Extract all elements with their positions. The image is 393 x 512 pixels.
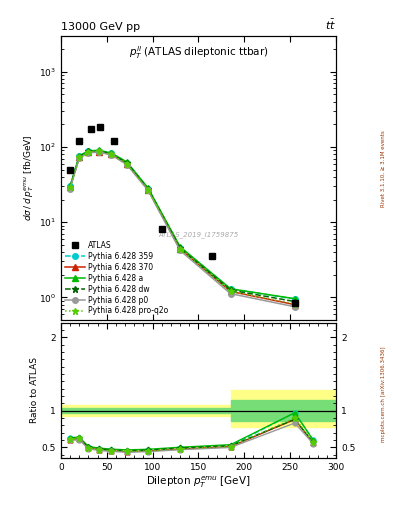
Pythia 6.428 p0 [146, 187, 151, 194]
Pythia 6.428 p0 [292, 304, 297, 310]
Pythia 6.428 a [77, 153, 82, 159]
Pythia 6.428 pro-q2o [228, 288, 233, 294]
Pythia 6.428 370 [109, 151, 114, 157]
Text: 13000 GeV pp: 13000 GeV pp [61, 22, 140, 32]
Line: Pythia 6.428 370: Pythia 6.428 370 [67, 149, 298, 307]
ATLAS [210, 253, 215, 260]
Text: $t\bar{t}$: $t\bar{t}$ [325, 17, 336, 32]
Pythia 6.428 dw [125, 160, 129, 166]
Pythia 6.428 359 [97, 148, 102, 154]
Line: ATLAS: ATLAS [66, 123, 298, 306]
Line: Pythia 6.428 359: Pythia 6.428 359 [67, 148, 298, 302]
Pythia 6.428 a [97, 147, 102, 154]
Pythia 6.428 a [68, 183, 72, 189]
Pythia 6.428 dw [77, 154, 82, 160]
Line: Pythia 6.428 pro-q2o: Pythia 6.428 pro-q2o [66, 148, 298, 307]
Pythia 6.428 dw [146, 186, 151, 192]
Line: Pythia 6.428 dw: Pythia 6.428 dw [66, 147, 298, 305]
Pythia 6.428 dw [86, 148, 91, 155]
Pythia 6.428 pro-q2o [109, 151, 114, 157]
Pythia 6.428 a [292, 295, 297, 302]
Text: ATLAS_2019_I1759875: ATLAS_2019_I1759875 [158, 231, 239, 238]
Line: Pythia 6.428 a: Pythia 6.428 a [67, 147, 298, 302]
Pythia 6.428 359 [146, 185, 151, 191]
Pythia 6.428 dw [292, 298, 297, 305]
ATLAS [292, 300, 297, 306]
Pythia 6.428 pro-q2o [77, 154, 82, 160]
Pythia 6.428 a [86, 147, 91, 154]
Pythia 6.428 359 [228, 286, 233, 292]
Pythia 6.428 p0 [228, 291, 233, 297]
Pythia 6.428 p0 [109, 152, 114, 158]
Pythia 6.428 370 [68, 184, 72, 190]
Pythia 6.428 pro-q2o [86, 149, 91, 155]
Text: mcplots.cern.ch [arXiv:1306.3436]: mcplots.cern.ch [arXiv:1306.3436] [381, 347, 386, 442]
Pythia 6.428 pro-q2o [146, 187, 151, 193]
Pythia 6.428 pro-q2o [97, 148, 102, 155]
Pythia 6.428 p0 [178, 247, 182, 253]
Pythia 6.428 p0 [86, 150, 91, 156]
Pythia 6.428 359 [77, 153, 82, 159]
ATLAS [89, 125, 94, 132]
Pythia 6.428 dw [178, 245, 182, 251]
Pythia 6.428 p0 [125, 162, 129, 168]
Pythia 6.428 p0 [68, 185, 72, 191]
Pythia 6.428 a [125, 159, 129, 165]
X-axis label: Dilepton $p_T^{emu}$ [GeV]: Dilepton $p_T^{emu}$ [GeV] [146, 475, 251, 490]
Pythia 6.428 a [178, 244, 182, 250]
Pythia 6.428 p0 [77, 155, 82, 161]
Pythia 6.428 359 [109, 151, 114, 157]
ATLAS [68, 166, 72, 173]
Y-axis label: Ratio to ATLAS: Ratio to ATLAS [30, 357, 39, 423]
Pythia 6.428 pro-q2o [292, 301, 297, 307]
Pythia 6.428 370 [228, 288, 233, 294]
Pythia 6.428 pro-q2o [178, 246, 182, 252]
Pythia 6.428 dw [109, 151, 114, 157]
Pythia 6.428 dw [97, 148, 102, 154]
ATLAS [98, 124, 103, 130]
Pythia 6.428 pro-q2o [125, 161, 129, 167]
Text: $p_T^{ll}$ (ATLAS dileptonic ttbar): $p_T^{ll}$ (ATLAS dileptonic ttbar) [129, 45, 268, 61]
Pythia 6.428 359 [68, 183, 72, 189]
Pythia 6.428 a [228, 286, 233, 292]
Pythia 6.428 370 [97, 149, 102, 155]
Pythia 6.428 pro-q2o [68, 184, 72, 190]
Pythia 6.428 a [146, 185, 151, 191]
Legend: ATLAS, Pythia 6.428 359, Pythia 6.428 370, Pythia 6.428 a, Pythia 6.428 dw, Pyth: ATLAS, Pythia 6.428 359, Pythia 6.428 37… [65, 240, 169, 316]
Pythia 6.428 a [109, 150, 114, 156]
Line: Pythia 6.428 p0: Pythia 6.428 p0 [67, 150, 298, 310]
Text: Rivet 3.1.10, ≥ 3.1M events: Rivet 3.1.10, ≥ 3.1M events [381, 131, 386, 207]
Pythia 6.428 dw [68, 184, 72, 190]
Pythia 6.428 370 [86, 149, 91, 155]
ATLAS [160, 226, 164, 232]
Pythia 6.428 370 [125, 161, 129, 167]
Pythia 6.428 359 [125, 159, 129, 165]
ATLAS [77, 138, 82, 144]
Pythia 6.428 370 [178, 246, 182, 252]
Pythia 6.428 359 [292, 296, 297, 302]
Pythia 6.428 dw [228, 287, 233, 293]
Y-axis label: $d\sigma\,/\,d\,p_T^{emu}$ [fb/GeV]: $d\sigma\,/\,d\,p_T^{emu}$ [fb/GeV] [23, 135, 36, 221]
Pythia 6.428 359 [178, 244, 182, 250]
Pythia 6.428 359 [86, 148, 91, 155]
Pythia 6.428 370 [292, 302, 297, 308]
Pythia 6.428 370 [77, 154, 82, 160]
ATLAS [112, 138, 116, 144]
Pythia 6.428 370 [146, 187, 151, 193]
Pythia 6.428 p0 [97, 149, 102, 155]
